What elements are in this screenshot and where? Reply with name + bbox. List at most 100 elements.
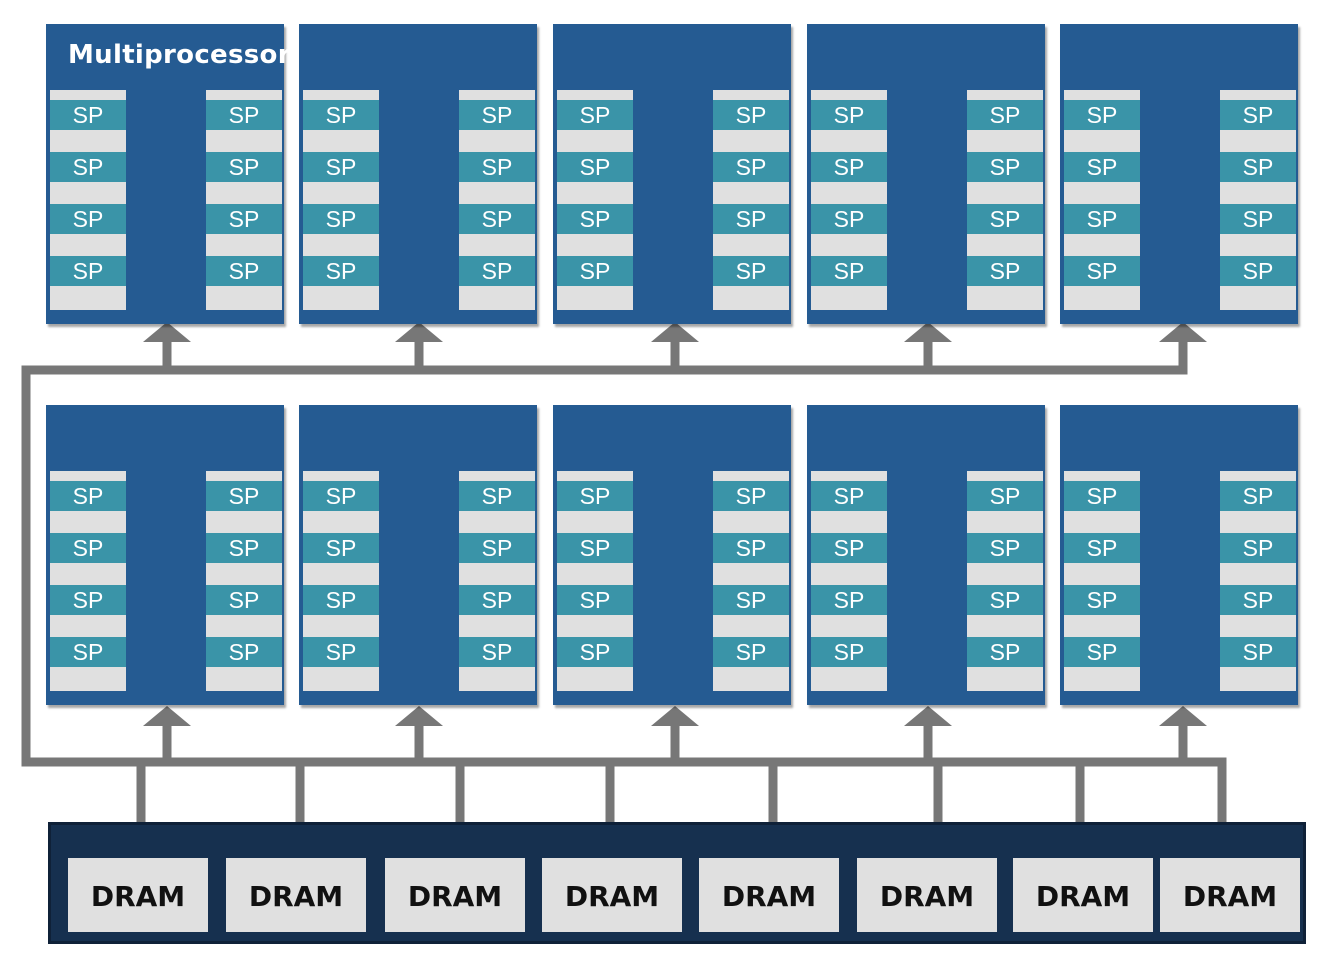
stream-processor: SP (303, 100, 379, 130)
stream-processor: SP (1220, 637, 1296, 667)
stream-processor: SP (713, 481, 789, 511)
stream-processor: SP (206, 585, 282, 615)
stream-processor: SP (557, 152, 633, 182)
stream-processor: SP (206, 152, 282, 182)
arrow-up-icon (395, 322, 443, 342)
sp-column: SP SP SP SP (1220, 90, 1296, 310)
stream-processor: SP (50, 256, 126, 286)
arrow-up-icon (1159, 322, 1207, 342)
stream-processor: SP (303, 204, 379, 234)
arrow-up-icon (904, 322, 952, 342)
multiprocessor: SP SP SP SP SP SP SP SP (807, 24, 1045, 324)
dram-module: DRAM (385, 858, 525, 932)
stream-processor: SP (1220, 152, 1296, 182)
stream-processor: SP (50, 100, 126, 130)
stream-processor: SP (50, 585, 126, 615)
stream-processor: SP (1220, 481, 1296, 511)
stream-processor: SP (1064, 152, 1140, 182)
multiprocessor: SP SP SP SP SP SP SP SP (46, 405, 284, 705)
stream-processor: SP (1220, 204, 1296, 234)
stream-processor: SP (303, 152, 379, 182)
stream-processor: SP (206, 204, 282, 234)
stream-processor: SP (1064, 637, 1140, 667)
stream-processor: SP (459, 256, 535, 286)
sp-column: SP SP SP SP (713, 471, 789, 691)
stream-processor: SP (1064, 481, 1140, 511)
stream-processor: SP (206, 637, 282, 667)
stream-processor: SP (557, 533, 633, 563)
stream-processor: SP (557, 204, 633, 234)
sp-column: SP SP SP SP (713, 90, 789, 310)
multiprocessor: SP SP SP SP SP SP SP SP (1060, 405, 1298, 705)
stream-processor: SP (713, 152, 789, 182)
arrow-up-icon (1159, 706, 1207, 726)
sp-column: SP SP SP SP (206, 90, 282, 310)
stream-processor: SP (206, 100, 282, 130)
stream-processor: SP (1064, 204, 1140, 234)
dram-module: DRAM (857, 858, 997, 932)
stream-processor: SP (967, 533, 1043, 563)
stream-processor: SP (303, 481, 379, 511)
stream-processor: SP (206, 256, 282, 286)
dram-module: DRAM (699, 858, 839, 932)
stream-processor: SP (206, 533, 282, 563)
sp-column: SP SP SP SP (206, 471, 282, 691)
stream-processor: SP (1220, 256, 1296, 286)
sp-column: SP SP SP SP (967, 90, 1043, 310)
dram-module: DRAM (226, 858, 366, 932)
stream-processor: SP (303, 637, 379, 667)
stream-processor: SP (50, 533, 126, 563)
multiprocessor: SP SP SP SP SP SP SP SP (299, 24, 537, 324)
multiprocessor-title: Multiprocessor (68, 40, 291, 70)
sp-column: SP SP SP SP (811, 471, 887, 691)
stream-processor: SP (50, 204, 126, 234)
sp-column: SP SP SP SP (50, 90, 126, 310)
arrow-up-icon (143, 322, 191, 342)
arrow-up-icon (651, 322, 699, 342)
stream-processor: SP (713, 100, 789, 130)
stream-processor: SP (459, 152, 535, 182)
stream-processor: SP (713, 256, 789, 286)
stream-processor: SP (1064, 100, 1140, 130)
stream-processor: SP (557, 256, 633, 286)
stream-processor: SP (811, 204, 887, 234)
sp-column: SP SP SP SP (303, 471, 379, 691)
stream-processor: SP (967, 637, 1043, 667)
sp-column: SP SP SP SP (1220, 471, 1296, 691)
stream-processor: SP (459, 637, 535, 667)
stream-processor: SP (459, 585, 535, 615)
multiprocessor: SP SP SP SP SP SP SP SP (1060, 24, 1298, 324)
stream-processor: SP (303, 585, 379, 615)
stream-processor: SP (967, 100, 1043, 130)
stream-processor: SP (557, 100, 633, 130)
stream-processor: SP (557, 637, 633, 667)
sp-column: SP SP SP SP (967, 471, 1043, 691)
stream-processor: SP (811, 256, 887, 286)
stream-processor: SP (557, 585, 633, 615)
multiprocessor: SP SP SP SP SP SP SP SP (553, 24, 791, 324)
arrow-up-icon (651, 706, 699, 726)
sp-column: SP SP SP SP (303, 90, 379, 310)
stream-processor: SP (967, 585, 1043, 615)
sp-column: SP SP SP SP (50, 471, 126, 691)
stream-processor: SP (967, 152, 1043, 182)
stream-processor: SP (459, 481, 535, 511)
stream-processor: SP (1220, 585, 1296, 615)
sp-column: SP SP SP SP (557, 471, 633, 691)
stream-processor: SP (811, 585, 887, 615)
stream-processor: SP (811, 100, 887, 130)
stream-processor: SP (811, 637, 887, 667)
sp-column: SP SP SP SP (459, 90, 535, 310)
stream-processor: SP (50, 152, 126, 182)
dram-module: DRAM (542, 858, 682, 932)
stream-processor: SP (459, 204, 535, 234)
multiprocessor: SP SP SP SP SP SP SP SP (299, 405, 537, 705)
stream-processor: SP (557, 481, 633, 511)
arrow-up-icon (395, 706, 443, 726)
sp-column: SP SP SP SP (557, 90, 633, 310)
stream-processor: SP (50, 637, 126, 667)
stream-processor: SP (459, 533, 535, 563)
sp-column: SP SP SP SP (1064, 90, 1140, 310)
arrow-up-icon (904, 706, 952, 726)
